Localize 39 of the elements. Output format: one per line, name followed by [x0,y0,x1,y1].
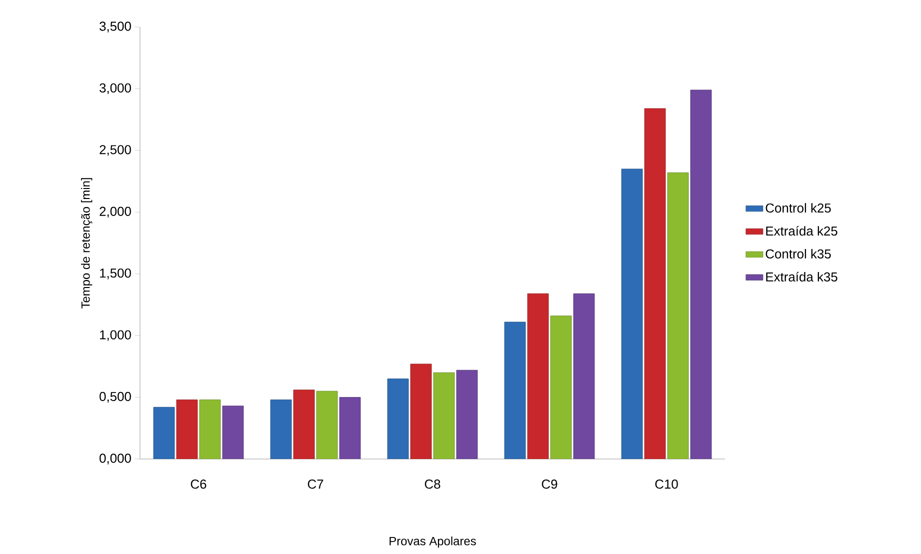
bar [644,108,666,459]
x-tick-label: C8 [424,480,440,489]
y-tick-label: 1,500 [100,268,131,280]
bar [293,390,315,459]
x-tick-label: C6 [190,480,206,489]
bar [573,293,595,459]
legend-label: Extraída k35 [766,272,838,282]
bar [456,370,478,459]
bar [270,400,292,459]
y-axis-title: Tempo de retenção [min] [81,178,92,309]
bar [339,397,361,459]
y-tick-label: 2,000 [100,206,131,218]
x-tick-label: C9 [542,480,558,489]
bar [176,400,198,459]
y-tick-label: 0,500 [100,392,131,403]
y-tick-label: 3,500 [100,22,131,32]
y-tick-label: 3,000 [100,83,131,94]
bar [153,406,175,459]
bar [527,293,549,459]
bar [316,390,338,459]
x-tick-label: C7 [308,480,324,489]
bar [550,316,572,459]
x-tick-label: C10 [655,480,678,489]
y-tick-label: 0,000 [100,454,131,464]
y-tick-label: 2,500 [100,145,131,156]
bar [667,172,689,459]
legend-label: Control k35 [766,248,831,258]
y-tick-label: 1,000 [100,330,131,341]
bar [222,406,244,459]
legend-label: Extraída k25 [766,226,838,236]
bar [504,322,526,459]
legend-label: Control k25 [766,203,831,213]
bar [387,378,409,459]
bar [433,372,455,459]
bar [199,400,221,459]
bar [690,90,712,459]
bar [410,364,432,459]
x-axis-title: Provas Apolares [390,536,476,548]
bar [621,168,643,459]
